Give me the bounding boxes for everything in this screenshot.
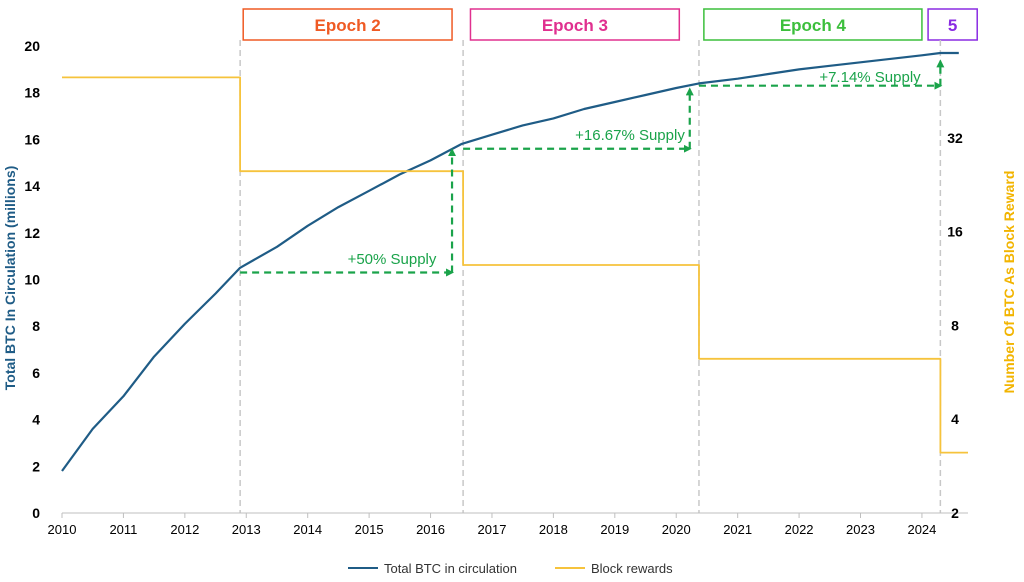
axes: 2010 2011 2012 2013 2014 2015 2016 2017 2018 2019… [24, 38, 968, 537]
halving-lines [239, 40, 942, 513]
y-tick-label-right: 8 [951, 317, 959, 333]
epoch-box [927, 8, 978, 41]
y-axis-label-right: Number Of BTC As Block Reward [1001, 171, 1017, 394]
y-tick-label-left: 14 [24, 178, 40, 194]
y-tick-label-left: 8 [32, 318, 40, 334]
y-tick-label-left: 20 [24, 38, 40, 54]
epoch-label: Epoch 2 [315, 16, 381, 35]
epoch-box [703, 8, 923, 41]
epoch-box [469, 8, 681, 41]
supply-annotation-label: +50% Supply [348, 251, 437, 268]
epoch-label: 5 [948, 16, 957, 35]
y-axis-label-left: Total BTC In Circulation (millions) [2, 166, 18, 391]
x-tick-label: 2014 [293, 522, 322, 537]
y-tick-label-left: 18 [24, 85, 40, 101]
y-tick-label-left: 0 [32, 505, 40, 521]
epoch-label: Epoch 3 [542, 16, 608, 35]
x-tick-label: 2018 [539, 522, 568, 537]
y-tick-label-left: 2 [32, 458, 40, 474]
x-tick-label: 2023 [846, 522, 875, 537]
supply-annotation-label: +7.14% Supply [819, 69, 921, 86]
x-tick-label: 2017 [478, 522, 507, 537]
series-line [61, 51, 959, 472]
x-tick-label: 2012 [170, 522, 199, 537]
y-tick-label-right: 2 [951, 505, 959, 521]
y-tick-label-left: 10 [24, 272, 40, 288]
y-tick-label-left: 4 [32, 412, 40, 428]
x-tick-label: 2019 [600, 522, 629, 537]
x-tick-label: 2011 [109, 522, 137, 537]
supply-annotation-label: +16.67% Supply [575, 127, 685, 144]
y-tick-label-right: 16 [947, 224, 963, 240]
legend-label-supply: Total BTC in circulation [384, 561, 517, 576]
series-line [62, 76, 968, 454]
legend: Total BTC in circulation Block rewards [348, 561, 673, 576]
y-tick-label-right: 32 [947, 130, 963, 146]
y-tick-label-left: 6 [32, 365, 40, 381]
y-tick-label-right: 4 [951, 411, 959, 427]
x-tick-label: 2010 [48, 522, 77, 537]
epoch-box [242, 8, 453, 41]
x-tick-label: 2021 [723, 522, 752, 537]
legend-label-rewards: Block rewards [591, 561, 673, 576]
supply-annotations: +50% Supply +16.67% Supply +7.14% Supply [240, 59, 945, 277]
x-tick-label: 2015 [355, 522, 384, 537]
epoch-label: Epoch 4 [780, 16, 847, 35]
x-tick-label: 2022 [785, 522, 814, 537]
x-tick-label: 2020 [662, 522, 691, 537]
y-tick-label-left: 16 [24, 131, 40, 147]
x-tick-label: 2013 [232, 522, 261, 537]
x-tick-label: 2016 [416, 522, 445, 537]
series-lines [61, 51, 968, 472]
epoch-boxes: Epoch 2 Epoch 3 Epoch 4 5 [242, 8, 978, 41]
y-tick-label-left: 12 [24, 225, 40, 241]
x-tick-label: 2024 [907, 522, 936, 537]
